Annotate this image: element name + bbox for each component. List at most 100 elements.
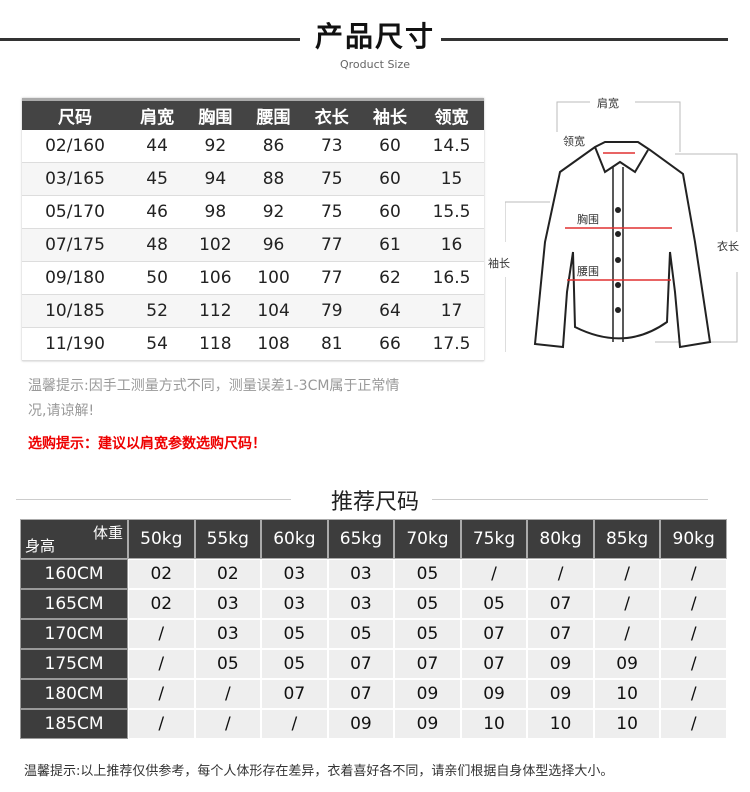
- size-col-header: 腰围: [244, 98, 303, 130]
- size-recommend-cell: 07: [460, 619, 528, 649]
- size-cell: 45: [128, 163, 187, 196]
- weight-header: 65kg: [327, 519, 395, 559]
- size-recommend-cell: /: [194, 679, 262, 709]
- size-cell: 92: [186, 130, 245, 163]
- size-recommend-cell: 09: [394, 709, 461, 739]
- size-recommend-cell: 09: [460, 679, 528, 709]
- size-cell: 106: [186, 262, 245, 295]
- size-cell: 104: [244, 295, 303, 328]
- height-cell: 180CM: [20, 679, 128, 709]
- page-title-text: 产品尺寸: [308, 20, 441, 53]
- weight-header: 75kg: [460, 519, 528, 559]
- size-recommend-cell: /: [660, 679, 727, 709]
- recommend-row: 170CM/03 05 05 05 07 07//: [20, 619, 727, 649]
- corner-height: 身高: [25, 537, 56, 555]
- size-recommend-cell: /: [460, 559, 528, 589]
- recommend-row: 160CM 02 02 03 03 05// / /: [20, 559, 727, 589]
- size-cell: 102: [186, 229, 245, 262]
- size-cell: 77: [302, 229, 361, 262]
- size-col-header: 胸围: [186, 98, 245, 130]
- height-cell: 175CM: [20, 649, 128, 679]
- size-cell: 44: [128, 130, 187, 163]
- size-cell: 88: [244, 163, 303, 196]
- height-cell: 185CM: [20, 709, 128, 739]
- size-recommend-cell: /: [660, 709, 727, 739]
- size-cell: 66: [360, 328, 420, 361]
- size-recommend-cell: /: [128, 679, 195, 709]
- size-cell: 92: [244, 196, 303, 229]
- size-col-header: 袖长: [360, 98, 420, 130]
- recommend-table: 体重 身高 50kg 55kg 60kg 65kg 70kg 75kg 80kg 85kg 90…: [20, 519, 727, 739]
- weight-header: 90kg: [660, 519, 727, 559]
- size-recommend-cell: 05: [394, 559, 461, 589]
- size-cell: 62: [360, 262, 420, 295]
- size-recommend-cell: 05: [460, 589, 528, 619]
- size-cell: 112: [186, 295, 245, 328]
- size-row: 11/190 54 118 108 81 66 17.5: [22, 328, 484, 361]
- shirt-diagram: 肩宽 领宽 衣长 胸围 腰围: [505, 96, 739, 352]
- size-cell: 98: [186, 196, 245, 229]
- size-recommend-cell: 02: [128, 559, 195, 589]
- size-cell: 118: [186, 328, 245, 361]
- title-rule-right: [430, 38, 728, 41]
- measure-note-line1: 温馨提示:因手工测量方式不同，测量误差1-3CM属于正常情: [28, 378, 400, 394]
- size-cell: 73: [302, 130, 361, 163]
- label-collar: 领宽: [563, 134, 585, 148]
- size-cell: 60: [360, 196, 420, 229]
- size-recommend-cell: 10: [593, 709, 661, 739]
- size-cell: 07/175: [22, 229, 128, 262]
- size-cell: 61: [360, 229, 420, 262]
- size-cell: 79: [302, 295, 361, 328]
- page-subtitle: Qroduct Size: [339, 58, 411, 71]
- weight-header: 55kg: [194, 519, 262, 559]
- weight-header: 60kg: [261, 519, 328, 559]
- corner-weight: 体重: [92, 524, 123, 542]
- size-cell: 52: [128, 295, 187, 328]
- shirt-outline: [533, 141, 712, 349]
- size-recommend-cell: 03: [327, 559, 395, 589]
- size-row: 03/165 45 94 88 75 60 15: [22, 163, 484, 196]
- size-recommend-cell: /: [593, 559, 661, 589]
- size-recommend-cell: /: [194, 709, 262, 739]
- size-recommend-cell: 09: [327, 709, 395, 739]
- size-recommend-cell: 05: [327, 619, 395, 649]
- size-recommend-cell: 05: [394, 589, 461, 619]
- size-recommend-cell: /: [660, 619, 727, 649]
- size-recommend-cell: /: [660, 649, 727, 679]
- size-cell: 14.5: [419, 130, 484, 163]
- size-cell: 81: [302, 328, 361, 361]
- label-chest: 胸围: [577, 212, 599, 226]
- size-recommend-cell: 09: [527, 679, 594, 709]
- size-cell: 09/180: [22, 262, 128, 295]
- size-recommend-cell: 03: [194, 589, 262, 619]
- size-cell: 16.5: [419, 262, 484, 295]
- size-cell: 48: [128, 229, 187, 262]
- size-recommend-cell: 09: [394, 679, 461, 709]
- size-recommend-cell: 03: [194, 619, 262, 649]
- size-row: 09/180 50 106 100 77 62 16.5: [22, 262, 484, 295]
- label-waist: 腰围: [577, 265, 599, 278]
- title-rule-left: [0, 38, 300, 41]
- size-cell: 15.5: [419, 196, 484, 229]
- shirt-buttons: [615, 207, 621, 313]
- size-col-header: 领宽: [419, 98, 484, 130]
- size-recommend-cell: 07: [527, 589, 594, 619]
- size-cell: 50: [128, 262, 187, 295]
- size-recommend-cell: /: [527, 559, 594, 589]
- size-recommend-cell: /: [593, 619, 661, 649]
- size-recommend-cell: /: [660, 589, 727, 619]
- size-recommend-cell: /: [593, 589, 661, 619]
- size-cell: 75: [302, 196, 361, 229]
- size-recommend-cell: /: [261, 709, 328, 739]
- recommend-row: 180CM //07 07 09 09 09 10/: [20, 679, 727, 709]
- size-recommend-cell: 07: [327, 649, 395, 679]
- size-recommend-cell: /: [128, 619, 195, 649]
- label-sleeve: 袖长: [488, 257, 510, 270]
- size-recommend-cell: 09: [593, 649, 661, 679]
- rec-rule-left: [16, 499, 291, 500]
- weight-header: 80kg: [527, 519, 594, 559]
- size-cell: 94: [186, 163, 245, 196]
- size-recommend-cell: 05: [261, 649, 328, 679]
- size-recommend-cell: /: [128, 649, 195, 679]
- buy-tip: 选购提示：建议以肩宽参数选购尺码！: [28, 436, 266, 452]
